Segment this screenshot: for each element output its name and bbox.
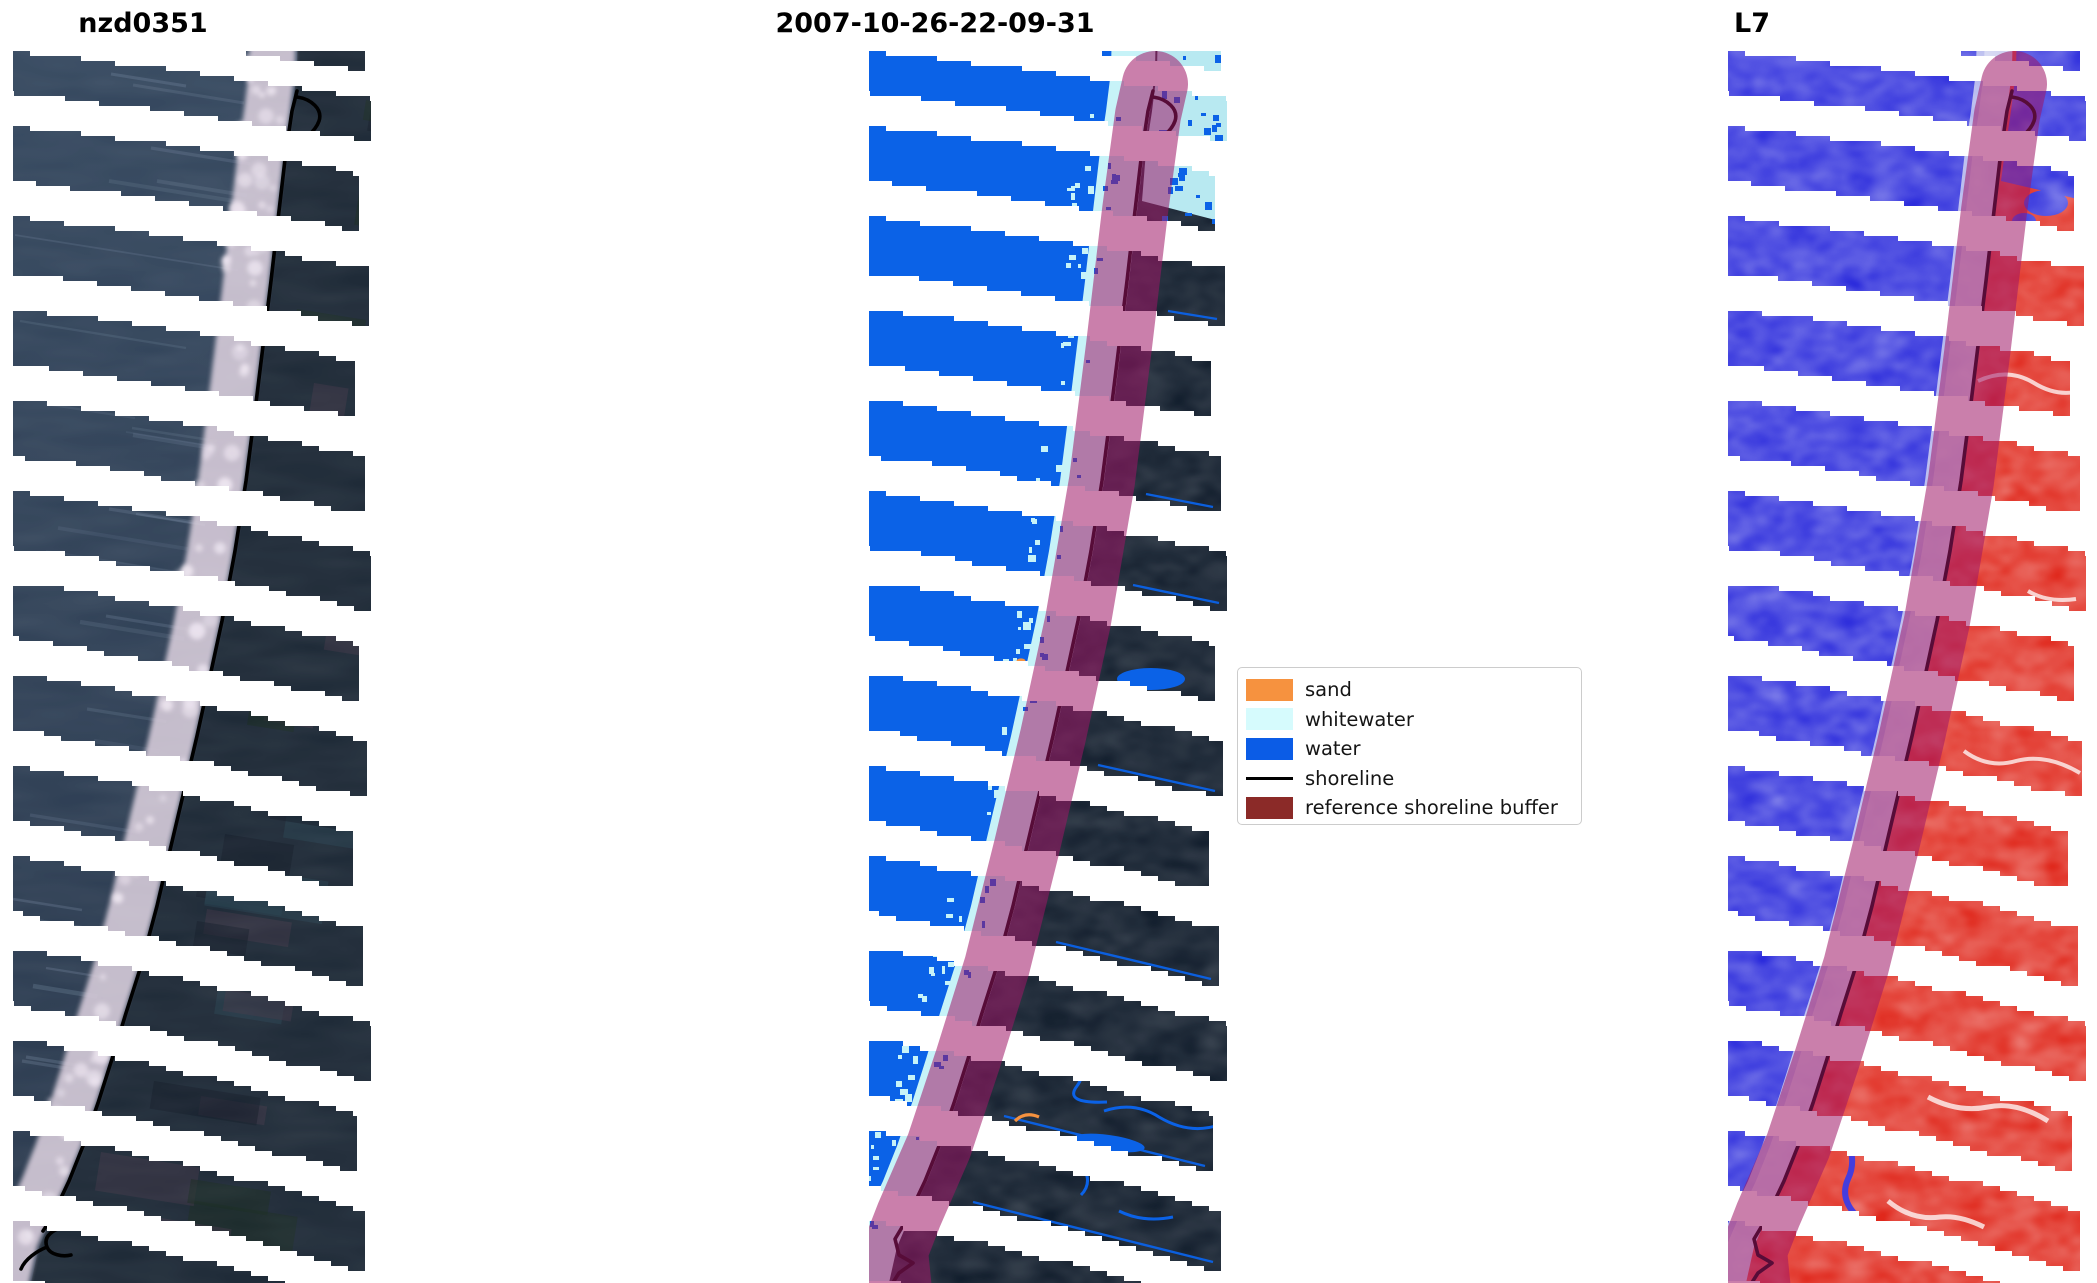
legend-swatch-shoreline-line (1246, 776, 1293, 780)
legend-row-water: water (1246, 734, 1581, 764)
panel-title-l7: L7 (1734, 8, 1770, 39)
satellite-image-classified (869, 51, 1227, 1283)
legend: sand whitewater water shoreline referenc… (1237, 667, 1582, 825)
legend-label-whitewater: whitewater (1305, 707, 1414, 731)
satellite-image-rgb (13, 51, 371, 1283)
panel-title-nzd0351: nzd0351 (78, 8, 208, 39)
legend-row-whitewater: whitewater (1246, 705, 1581, 735)
legend-label-water: water (1305, 737, 1361, 761)
satellite-image-index (1728, 51, 2086, 1283)
legend-row-shoreline: shoreline (1246, 764, 1581, 794)
legend-label-sand: sand (1305, 678, 1352, 702)
legend-swatch-whitewater (1246, 708, 1293, 731)
legend-row-reference-buffer: reference shoreline buffer (1246, 793, 1581, 823)
legend-label-shoreline: shoreline (1305, 766, 1395, 790)
legend-swatch-reference-buffer (1246, 796, 1293, 819)
legend-label-reference-buffer: reference shoreline buffer (1305, 796, 1558, 820)
panel-title-date: 2007-10-26-22-09-31 (775, 8, 1095, 39)
legend-swatch-sand (1246, 678, 1293, 701)
legend-row-sand: sand (1246, 675, 1581, 705)
legend-swatch-water (1246, 737, 1293, 760)
